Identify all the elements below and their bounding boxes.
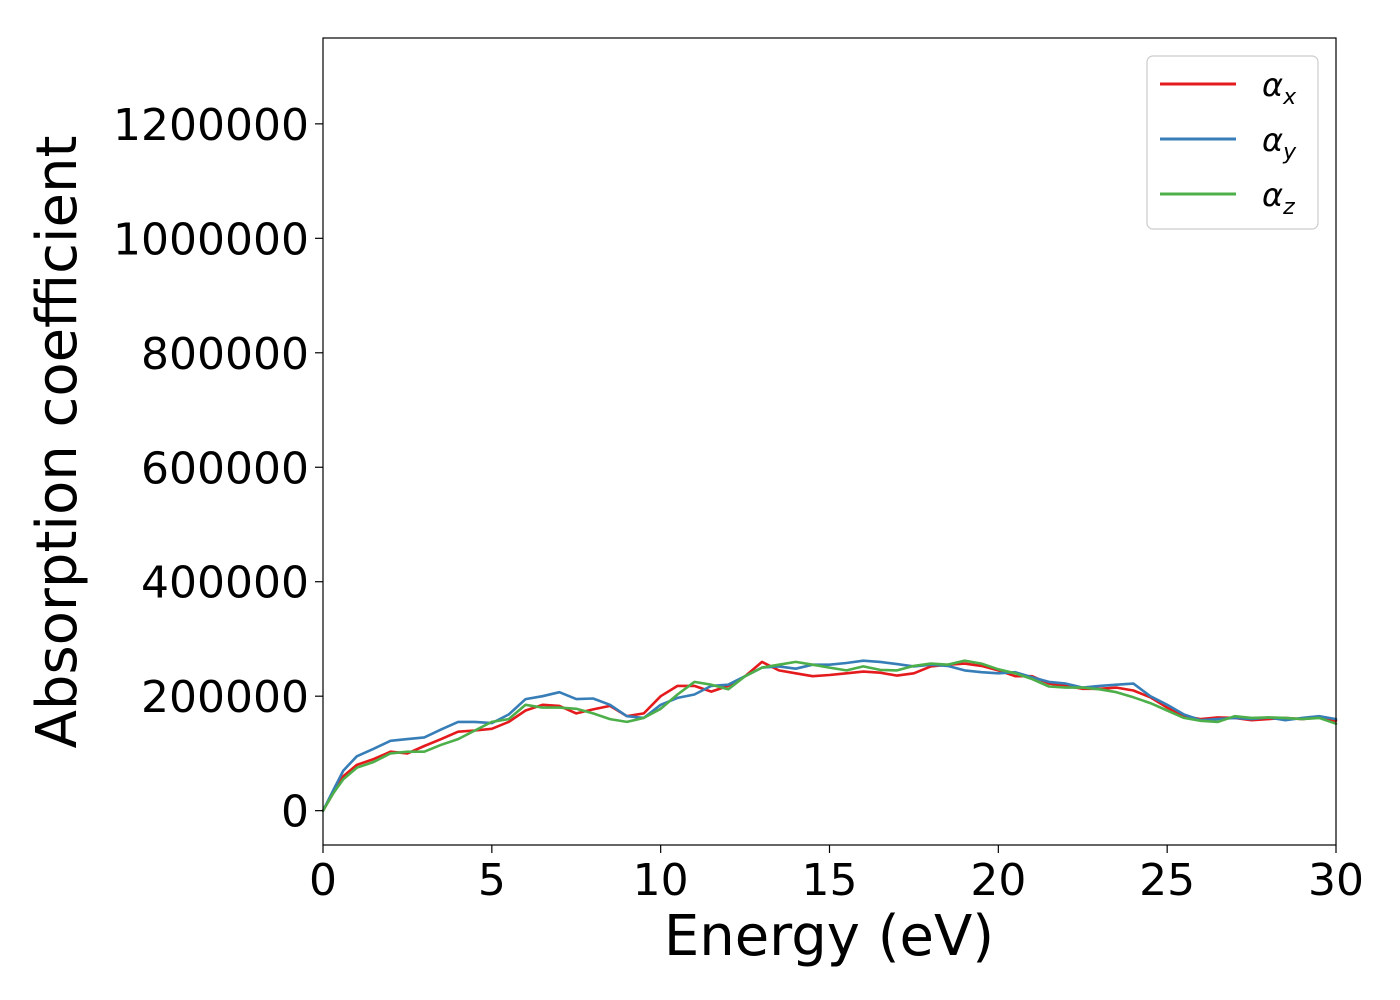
x-axis: 0 5 10 15 20 25 30 (309, 845, 1364, 906)
x-tick-label: 20 (970, 855, 1026, 906)
y-tick-label: 400000 (141, 558, 309, 609)
series-line-z (321, 659, 1338, 812)
series-layer (321, 659, 1338, 812)
y-axis-label: Absorption coefficient (25, 136, 90, 749)
x-tick-label: 25 (1139, 855, 1195, 906)
y-tick-label: 800000 (141, 329, 309, 380)
x-tick-label: 30 (1308, 855, 1364, 906)
x-tick-label: 5 (478, 855, 506, 906)
x-tick-label: 15 (802, 855, 858, 906)
y-tick-label: 600000 (141, 443, 309, 494)
x-tick-label: 0 (309, 855, 337, 906)
y-tick-label: 200000 (141, 672, 309, 723)
y-tick-label: 1200000 (113, 100, 309, 151)
y-tick-label: 1000000 (113, 214, 309, 265)
series-line-y (321, 659, 1338, 812)
x-tick-label: 10 (633, 855, 689, 906)
y-tick-label: 0 (281, 787, 309, 838)
legend-frame (1146, 55, 1319, 230)
y-axis: 0 200000 400000 600000 800000 1000000 1200000 (113, 100, 323, 838)
x-axis-label: Energy (eV) (664, 904, 994, 969)
